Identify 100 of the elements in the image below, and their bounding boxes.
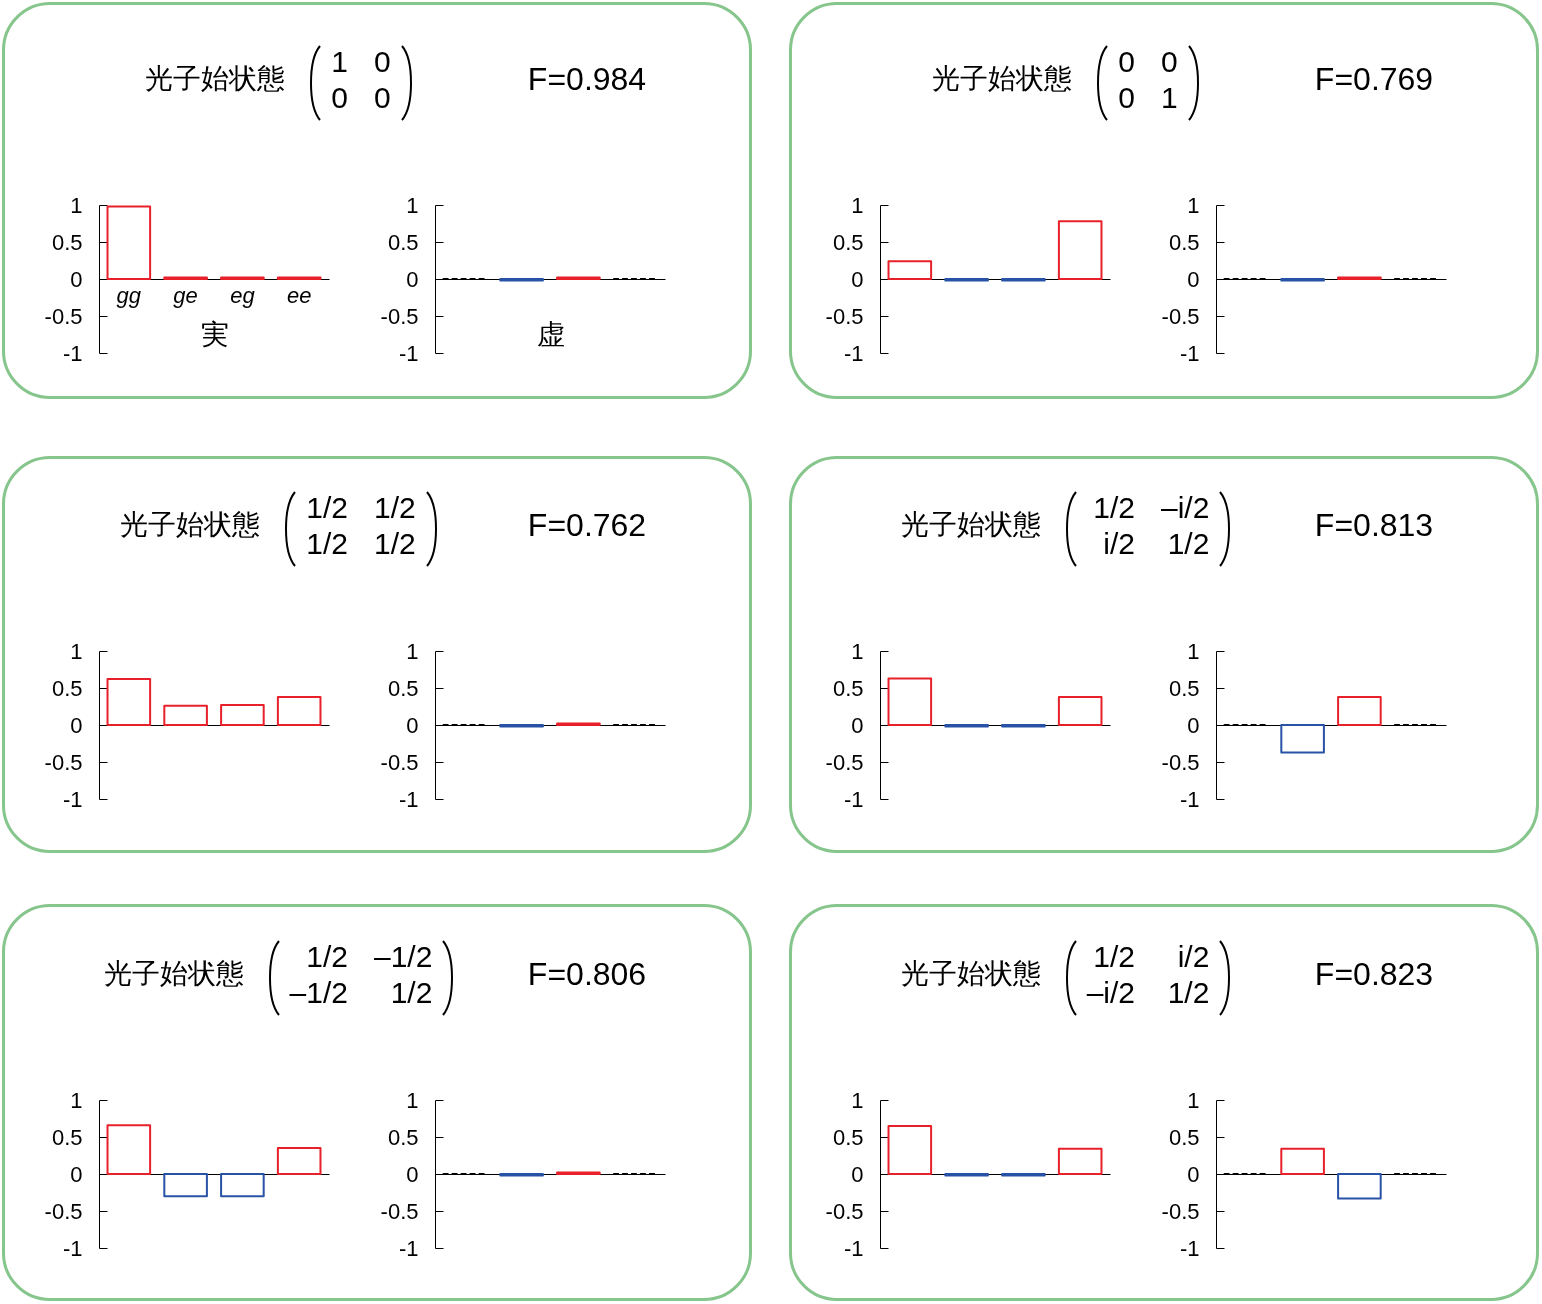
bar bbox=[106, 1124, 152, 1175]
y-tick-label: -0.5 bbox=[1161, 303, 1200, 329]
y-tick-label: -0.5 bbox=[825, 749, 864, 775]
y-tick-label: -0.5 bbox=[825, 303, 864, 329]
y-tick-label: 0 bbox=[1187, 1161, 1200, 1187]
y-tick-label: -0.5 bbox=[1161, 1198, 1200, 1224]
y-tick-label: 1 bbox=[1187, 192, 1200, 218]
text: –i/2 bbox=[1086, 976, 1135, 1009]
bar bbox=[220, 1173, 265, 1198]
y-tick-label: 0 bbox=[70, 266, 83, 292]
bar bbox=[944, 278, 989, 282]
bar bbox=[1001, 1173, 1046, 1177]
y-tick-label: 0.5 bbox=[387, 675, 419, 701]
y-tick-label: 1 bbox=[1187, 1087, 1200, 1113]
bar bbox=[220, 704, 265, 726]
bar bbox=[163, 1173, 208, 1198]
bar bbox=[944, 724, 989, 728]
y-tick-label: -1 bbox=[843, 786, 864, 812]
y-tick-label: -0.5 bbox=[44, 1198, 83, 1224]
y-tick-label: 0 bbox=[406, 266, 419, 292]
y-tick-label: -1 bbox=[62, 786, 83, 812]
y-tick-label: 1 bbox=[70, 638, 83, 664]
x-tick-label: ge bbox=[173, 282, 198, 308]
text: –i/2 bbox=[1160, 491, 1210, 524]
y-tick-label: 0 bbox=[851, 1161, 864, 1187]
y-tick-label: 0.5 bbox=[1168, 229, 1200, 255]
text: 1/2 bbox=[306, 940, 348, 973]
text: F=0.769 bbox=[1314, 61, 1434, 97]
bar bbox=[887, 260, 933, 280]
bar bbox=[1001, 278, 1046, 282]
y-tick-label: -1 bbox=[843, 1235, 864, 1261]
y-tick-label: -1 bbox=[62, 340, 83, 366]
bar bbox=[1057, 1147, 1103, 1175]
text: F=0.984 bbox=[527, 61, 647, 97]
y-tick-label: 1 bbox=[851, 192, 864, 218]
y-tick-label: -0.5 bbox=[44, 303, 83, 329]
chart-title: 光子始状態 bbox=[103, 958, 244, 989]
bar bbox=[944, 1173, 989, 1177]
y-tick-label: 0.5 bbox=[51, 1124, 83, 1150]
bar bbox=[106, 678, 152, 726]
chart-title: 光子始状態 bbox=[145, 63, 286, 94]
y-tick-label: 1 bbox=[406, 1087, 419, 1113]
text: 1/2 bbox=[1093, 491, 1135, 524]
text: –1/2 bbox=[289, 976, 348, 1009]
y-tick-label: 0 bbox=[406, 1161, 419, 1187]
y-tick-label: -0.5 bbox=[44, 749, 83, 775]
y-tick-label: 0.5 bbox=[387, 229, 419, 255]
text: F=0.762 bbox=[527, 507, 647, 543]
y-tick-label: -1 bbox=[62, 1235, 83, 1261]
y-tick-label: -0.5 bbox=[825, 1198, 864, 1224]
y-tick-label: -1 bbox=[398, 786, 419, 812]
y-tick-label: 0.5 bbox=[832, 1124, 864, 1150]
x-tick-label: ee bbox=[286, 282, 312, 308]
text: 0 bbox=[1118, 45, 1135, 78]
y-tick-label: -1 bbox=[398, 340, 419, 366]
bar bbox=[276, 695, 322, 726]
text: F=0.806 bbox=[527, 956, 647, 992]
y-tick-label: 1 bbox=[851, 1087, 864, 1113]
text: 0 bbox=[331, 81, 348, 114]
y-tick-label: 0 bbox=[1187, 266, 1200, 292]
bar bbox=[1057, 220, 1103, 280]
y-tick-label: 0 bbox=[406, 712, 419, 738]
y-tick-label: 1 bbox=[406, 192, 419, 218]
y-tick-label: -1 bbox=[1179, 1235, 1200, 1261]
chart-title: 光子始状態 bbox=[120, 509, 261, 540]
y-tick-label: -0.5 bbox=[380, 1198, 419, 1224]
bar bbox=[1001, 724, 1046, 728]
x-tick-label: eg bbox=[230, 282, 256, 308]
text: i/2 bbox=[1177, 940, 1210, 973]
y-tick-label: 0.5 bbox=[1168, 1124, 1200, 1150]
bar bbox=[887, 677, 933, 726]
y-tick-label: 1 bbox=[851, 638, 864, 664]
text: 1/2 bbox=[373, 491, 416, 524]
y-tick-label: -1 bbox=[398, 1235, 419, 1261]
text: 1/2 bbox=[1167, 527, 1210, 560]
x-tick-label: gg bbox=[116, 282, 142, 308]
text: i/2 bbox=[1103, 527, 1135, 560]
bar bbox=[163, 704, 208, 726]
y-tick-label: 1 bbox=[70, 1087, 83, 1113]
text: 1/2 bbox=[373, 527, 416, 560]
text: 1/2 bbox=[306, 491, 348, 524]
chart-title: 光子始状態 bbox=[900, 958, 1041, 989]
chart-title: 光子始状態 bbox=[900, 509, 1041, 540]
y-tick-label: -1 bbox=[843, 340, 864, 366]
y-tick-label: 0.5 bbox=[51, 229, 83, 255]
y-tick-label: 0.5 bbox=[51, 675, 83, 701]
y-tick-label: 1 bbox=[70, 192, 83, 218]
text: 0 bbox=[1118, 81, 1135, 114]
y-tick-label: 0 bbox=[70, 712, 83, 738]
y-tick-label: 0.5 bbox=[832, 229, 864, 255]
text: 1/2 bbox=[1093, 940, 1135, 973]
y-tick-label: -0.5 bbox=[380, 303, 419, 329]
bar bbox=[1057, 695, 1103, 726]
text: –1/2 bbox=[374, 940, 433, 973]
x-axis-title: 実 bbox=[200, 318, 229, 350]
y-tick-label: 0.5 bbox=[1168, 675, 1200, 701]
text: F=0.813 bbox=[1314, 507, 1434, 543]
y-tick-label: -0.5 bbox=[1161, 749, 1200, 775]
y-tick-label: 0 bbox=[851, 266, 864, 292]
y-tick-label: 1 bbox=[1187, 638, 1200, 664]
